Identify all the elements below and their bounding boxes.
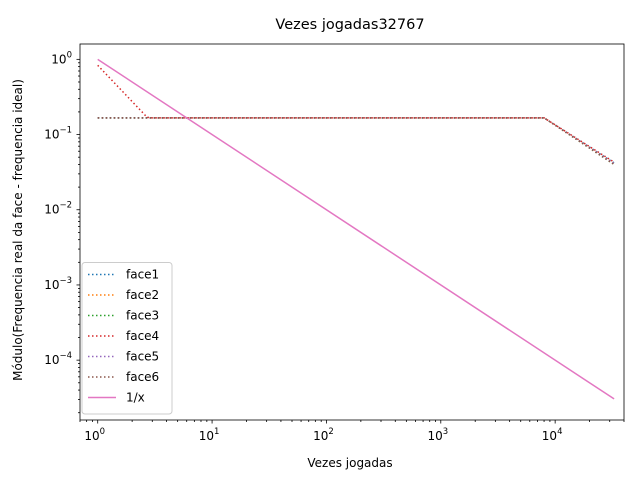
series-line-4 [97,64,615,163]
x-tick-label: 102 [313,427,334,443]
legend-box [81,262,173,415]
chart-title: Vezes jogadas32767 [275,17,424,33]
x-tick-label: 101 [199,427,220,443]
x-tick-label: 104 [542,427,563,443]
series-layer [97,58,615,400]
legend-label: 1/x [126,391,145,405]
y-tick-label: 100 [51,50,72,66]
y-tick-label: 10−4 [44,351,72,367]
ticks-layer: 100 101 102 103 104 10−4 10−3 10−2 10−1 100 [44,50,625,443]
y-tick-label: 10−1 [44,126,72,142]
x-axis-title: Vezes jogadas [307,456,392,470]
legend-label: face2 [126,288,159,302]
x-tick-label: 103 [427,427,448,443]
legend-label: face3 [126,309,159,323]
legend-label: face1 [126,268,159,282]
series-line-7 [97,58,615,400]
y-tick-label: 10−3 [44,276,72,292]
legend-label: face5 [126,350,159,364]
x-tick-label: 100 [84,427,105,443]
y-axis-title: Módulo(Frequencia real da face - frequen… [11,79,25,381]
legend-label: face6 [126,370,159,384]
legend-label: face4 [126,329,159,343]
y-tick-label: 10−2 [44,201,72,217]
legend: face1 face2 face3 face4 face5 face6 1/x [81,262,173,415]
series-line-6 [97,117,615,166]
